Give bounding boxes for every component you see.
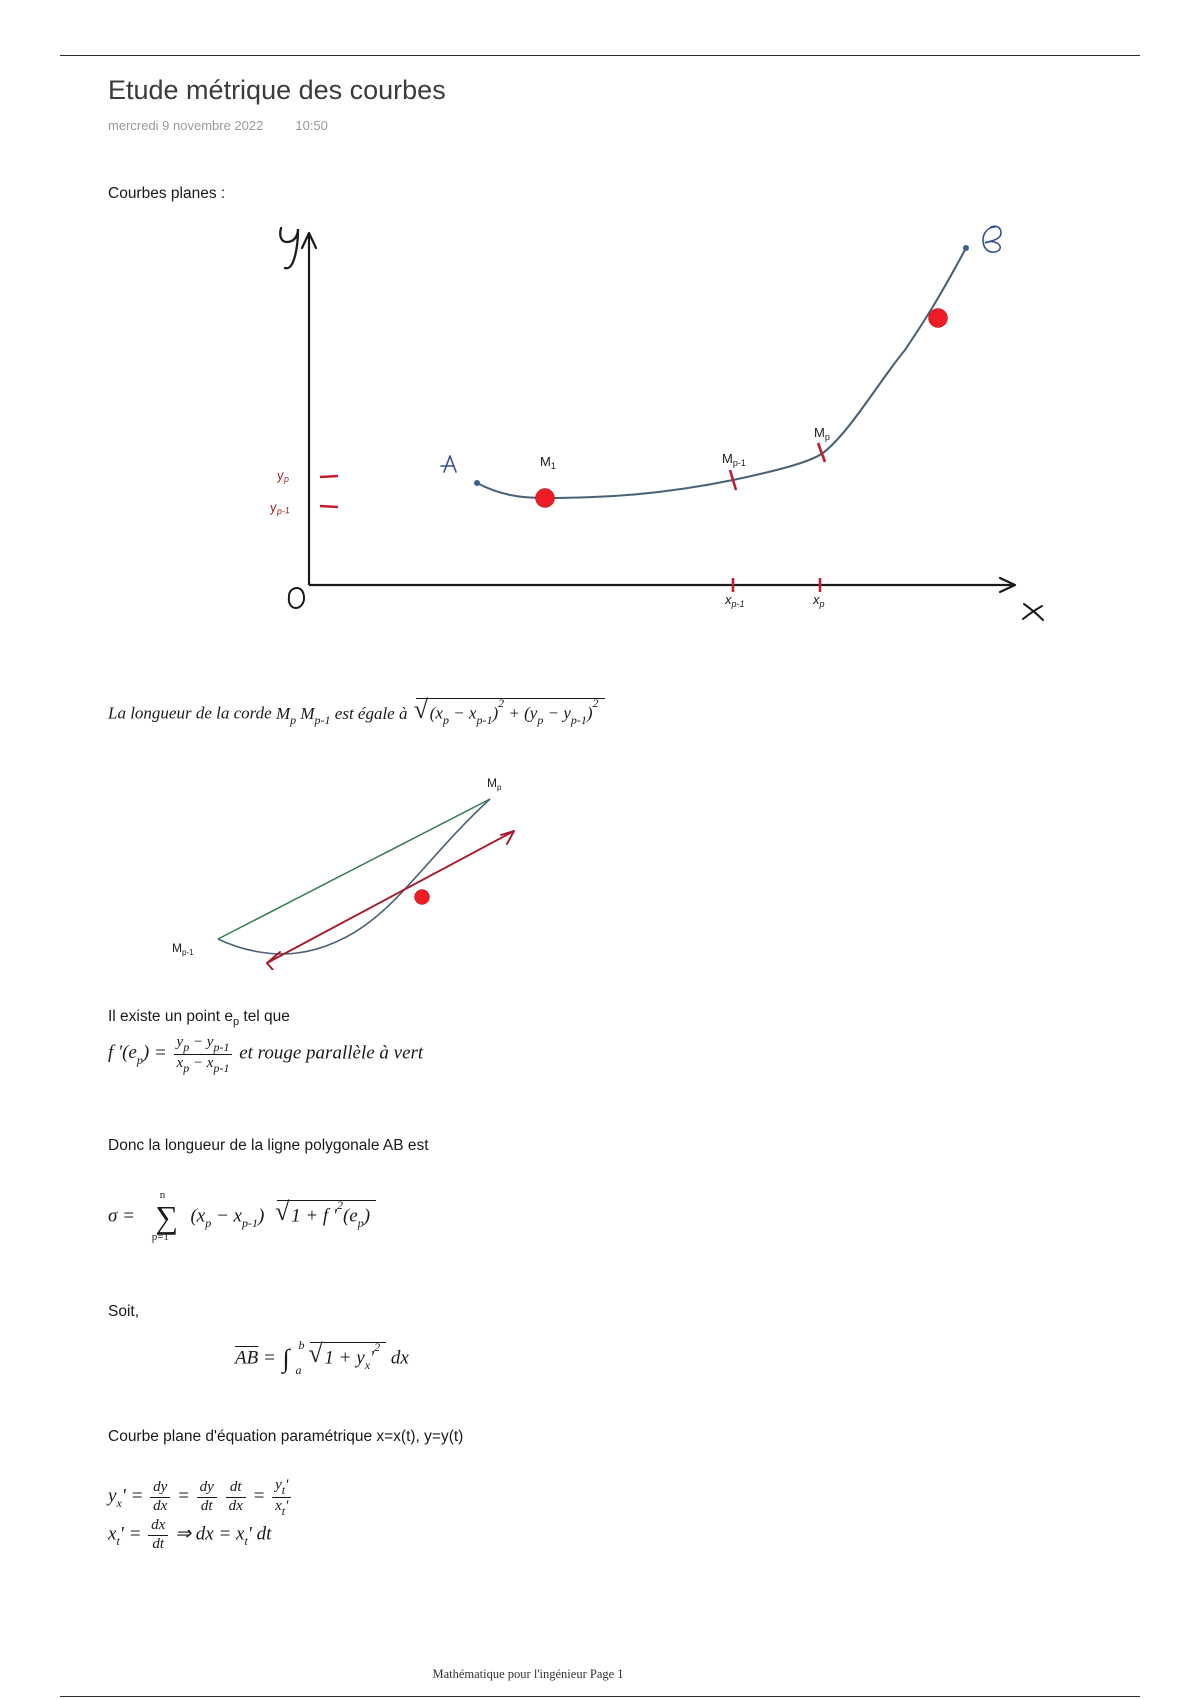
svg-text:yp-1: yp-1 — [268, 498, 290, 517]
svg-text:M1: M1 — [540, 454, 556, 471]
svg-text:xp: xp — [812, 592, 825, 609]
svg-text:xp-1: xp-1 — [724, 592, 745, 609]
svg-text:Mp-1: Mp-1 — [172, 941, 194, 957]
svg-text:Mp: Mp — [814, 425, 830, 442]
svg-text:Mp-1: Mp-1 — [722, 451, 746, 468]
svg-text:yp: yp — [275, 467, 289, 485]
svg-text:Mp: Mp — [487, 776, 502, 792]
